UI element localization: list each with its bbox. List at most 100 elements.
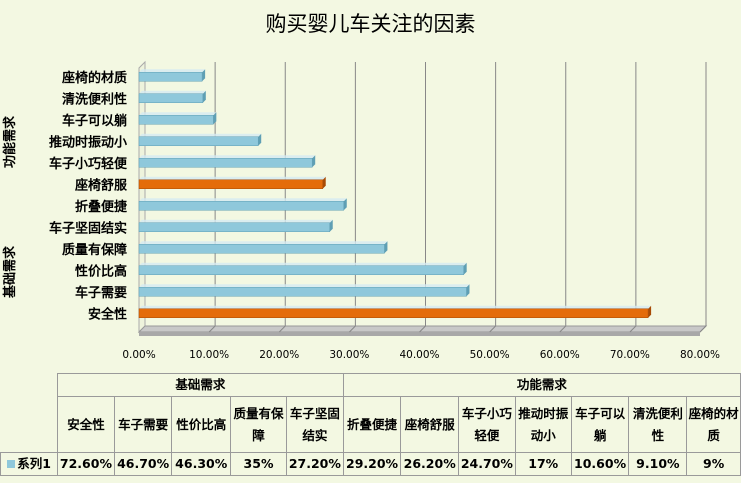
bar: [138, 265, 464, 275]
series-label: 系列1: [0, 452, 59, 476]
bar-side: [384, 241, 388, 254]
table-corner: [1, 374, 58, 397]
bar: [138, 287, 467, 297]
x-tick-label: 10.00%: [189, 349, 229, 361]
column-header: 质量有保障: [229, 396, 288, 453]
gridline: [629, 62, 637, 333]
column-header: 车子坚固结实: [286, 396, 344, 453]
table-cell: 72.60%: [57, 452, 115, 476]
table-cell: 9%: [686, 452, 741, 476]
bar-top: [139, 69, 206, 73]
bar: [138, 136, 259, 146]
table-cell: 46.30%: [171, 452, 231, 476]
bar-side: [202, 69, 206, 82]
chart-title: 购买婴儿车关注的因素: [265, 12, 476, 36]
y-tick-label: 质量有保障: [62, 242, 127, 258]
y-tick-label: 安全性: [88, 306, 127, 322]
bar-side: [466, 284, 470, 297]
x-tick-label: 30.00%: [329, 349, 369, 361]
bar-side: [312, 155, 316, 168]
bar-top: [139, 219, 333, 223]
bar: [138, 201, 345, 211]
bar: [138, 308, 649, 318]
bar-top: [139, 155, 316, 159]
column-header: 车子可以躺: [570, 396, 630, 453]
y-tick-label: 车子小巧轻便: [49, 156, 128, 172]
gridline: [559, 62, 567, 333]
column-header: 清洗便利性: [628, 396, 688, 453]
table-cell: 27.20%: [286, 452, 344, 476]
bar-top: [139, 112, 217, 116]
bar-top: [139, 133, 262, 137]
bar-chart: 0.00% 10.00% 20.00% 30.00% 40.00% 50.00% 60.00…: [2, 60, 720, 361]
y-tick-label: 车子可以躺: [62, 113, 127, 129]
table-cell: 24.70%: [458, 452, 516, 476]
y-tick-label: 座椅舒服: [74, 177, 128, 193]
column-header: 座椅舒服: [400, 396, 460, 453]
y-tick-label: 推动时振动小: [49, 134, 127, 150]
floor-edge: [139, 332, 700, 336]
x-tick-label: 70.00%: [610, 349, 650, 361]
bar-top: [139, 198, 347, 202]
gridline: [419, 62, 426, 333]
bar-side: [343, 198, 347, 211]
column-header: 推动时振动小: [514, 396, 572, 453]
column-header: 性价比高: [171, 396, 231, 453]
gridline: [278, 62, 286, 333]
bar-top: [139, 262, 467, 266]
y-tick-label: 车子坚固结实: [49, 220, 127, 236]
x-tick-label: 50.00%: [470, 349, 510, 361]
legend-swatch: [7, 460, 16, 468]
bar-side: [648, 305, 652, 318]
bar: [138, 158, 313, 168]
bar-top: [139, 241, 388, 245]
group-header: 基础需求: [57, 373, 344, 397]
y-tick-label: 折叠便捷: [75, 199, 128, 215]
bar: [138, 115, 214, 125]
bar: [138, 72, 203, 82]
table-cell: 26.20%: [400, 452, 460, 476]
table-cell: 46.70%: [113, 452, 173, 476]
bar-side: [329, 219, 333, 232]
bar-side: [258, 133, 262, 146]
series-label-text: 系列1: [17, 456, 51, 471]
x-tick-label: 60.00%: [540, 349, 580, 361]
data-table: 基础需求 功能需求 安全性 车子需要 性价比高 质量有保障 车子坚固结实 折叠便捷 座椅舒服…: [0, 373, 741, 476]
table-cell: 10.60%: [570, 452, 630, 476]
gridline: [489, 62, 497, 333]
y-tick-label: 座椅的材质: [61, 70, 127, 86]
y-tick-label: 车子需要: [75, 285, 127, 301]
bar: [138, 222, 330, 232]
x-tick-label: 40.00%: [399, 349, 439, 361]
x-tick-label: 80.00%: [680, 349, 720, 361]
column-header: 安全性: [57, 396, 115, 453]
column-header: 车子需要: [113, 396, 173, 453]
column-header: 车子小巧轻便: [458, 396, 516, 453]
gridline: [699, 62, 707, 333]
column-header: 折叠便捷: [342, 396, 402, 453]
gridline: [349, 62, 356, 333]
bar-top: [139, 176, 326, 180]
bar: [138, 244, 385, 254]
bar-top: [139, 305, 652, 309]
column-header: 座椅的材质: [686, 396, 741, 453]
table-cell: 29.20%: [342, 452, 402, 476]
bar-side: [322, 176, 326, 189]
bar-top: [139, 90, 206, 94]
table-cell: 9.10%: [628, 452, 688, 476]
bar-side: [202, 90, 206, 103]
table-cell: 35%: [229, 452, 288, 476]
x-tick-label: 0.00%: [122, 349, 155, 361]
group-label: 功能需求: [2, 115, 18, 168]
gridline: [208, 62, 216, 333]
group-label: 基础需求: [2, 245, 18, 299]
bar-side: [213, 112, 217, 125]
bar: [138, 93, 204, 103]
y-tick-label: 性价比高: [75, 263, 127, 279]
bar-top: [139, 284, 470, 288]
bar: [138, 179, 323, 189]
group-header: 功能需求: [342, 373, 741, 397]
y-tick-label: 清洗便利性: [62, 91, 127, 107]
bar-side: [463, 262, 467, 275]
x-tick-label: 20.00%: [259, 349, 299, 361]
